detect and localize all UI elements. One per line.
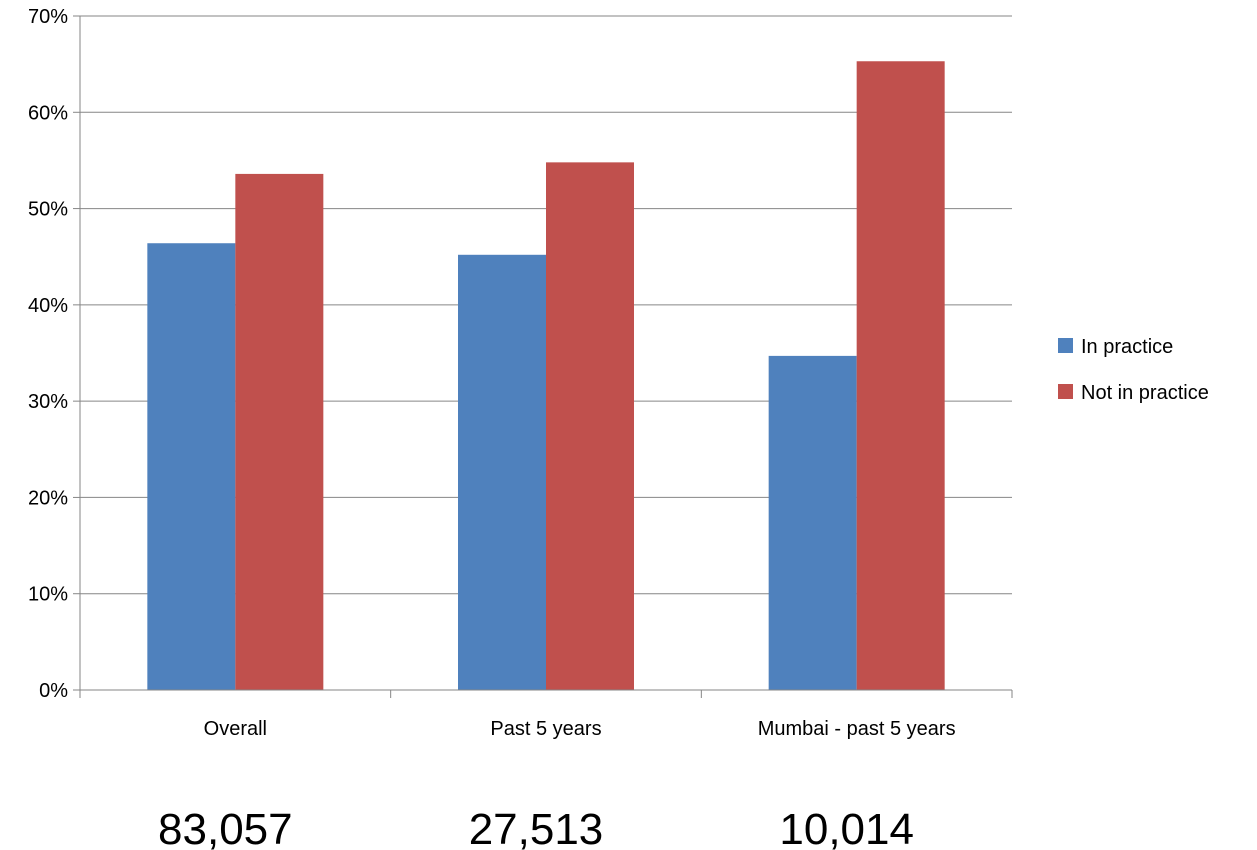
category-count-label: 83,057 [158,805,293,850]
y-tick-label: 40% [28,295,68,317]
legend-label: Not in practice [1081,382,1209,404]
y-tick-label: 0% [39,680,68,702]
y-tick-label: 50% [28,199,68,221]
y-tick-label: 60% [28,102,68,124]
legend-swatch [1058,338,1073,353]
y-tick-label: 70% [28,6,68,28]
y-tick-label: 30% [28,391,68,413]
bar-not-in-practice [546,162,634,691]
bar-in-practice [147,243,236,690]
category-count-label: 27,513 [469,805,604,850]
y-tick-label: 20% [28,487,68,509]
bar-in-practice [768,355,857,690]
x-category-label: Overall [204,718,267,740]
axes [73,15,1013,698]
bars [147,61,945,691]
legend-swatch [1058,384,1073,399]
y-tick-label: 10% [28,584,68,606]
bar-in-practice [458,254,546,690]
legend: In practice Not in practice [1058,336,1209,404]
bar-not-in-practice [235,173,324,690]
bar-not-in-practice [856,61,945,691]
category-count-label: 10,014 [779,805,914,850]
legend-label: In practice [1081,336,1173,358]
x-category-label: Mumbai - past 5 years [758,718,956,740]
labels: 0% 10% 20% 30% 40% 50% 60% 70% Overall 83,057 Past… [28,6,956,850]
x-category-label: Past 5 years [490,718,601,740]
